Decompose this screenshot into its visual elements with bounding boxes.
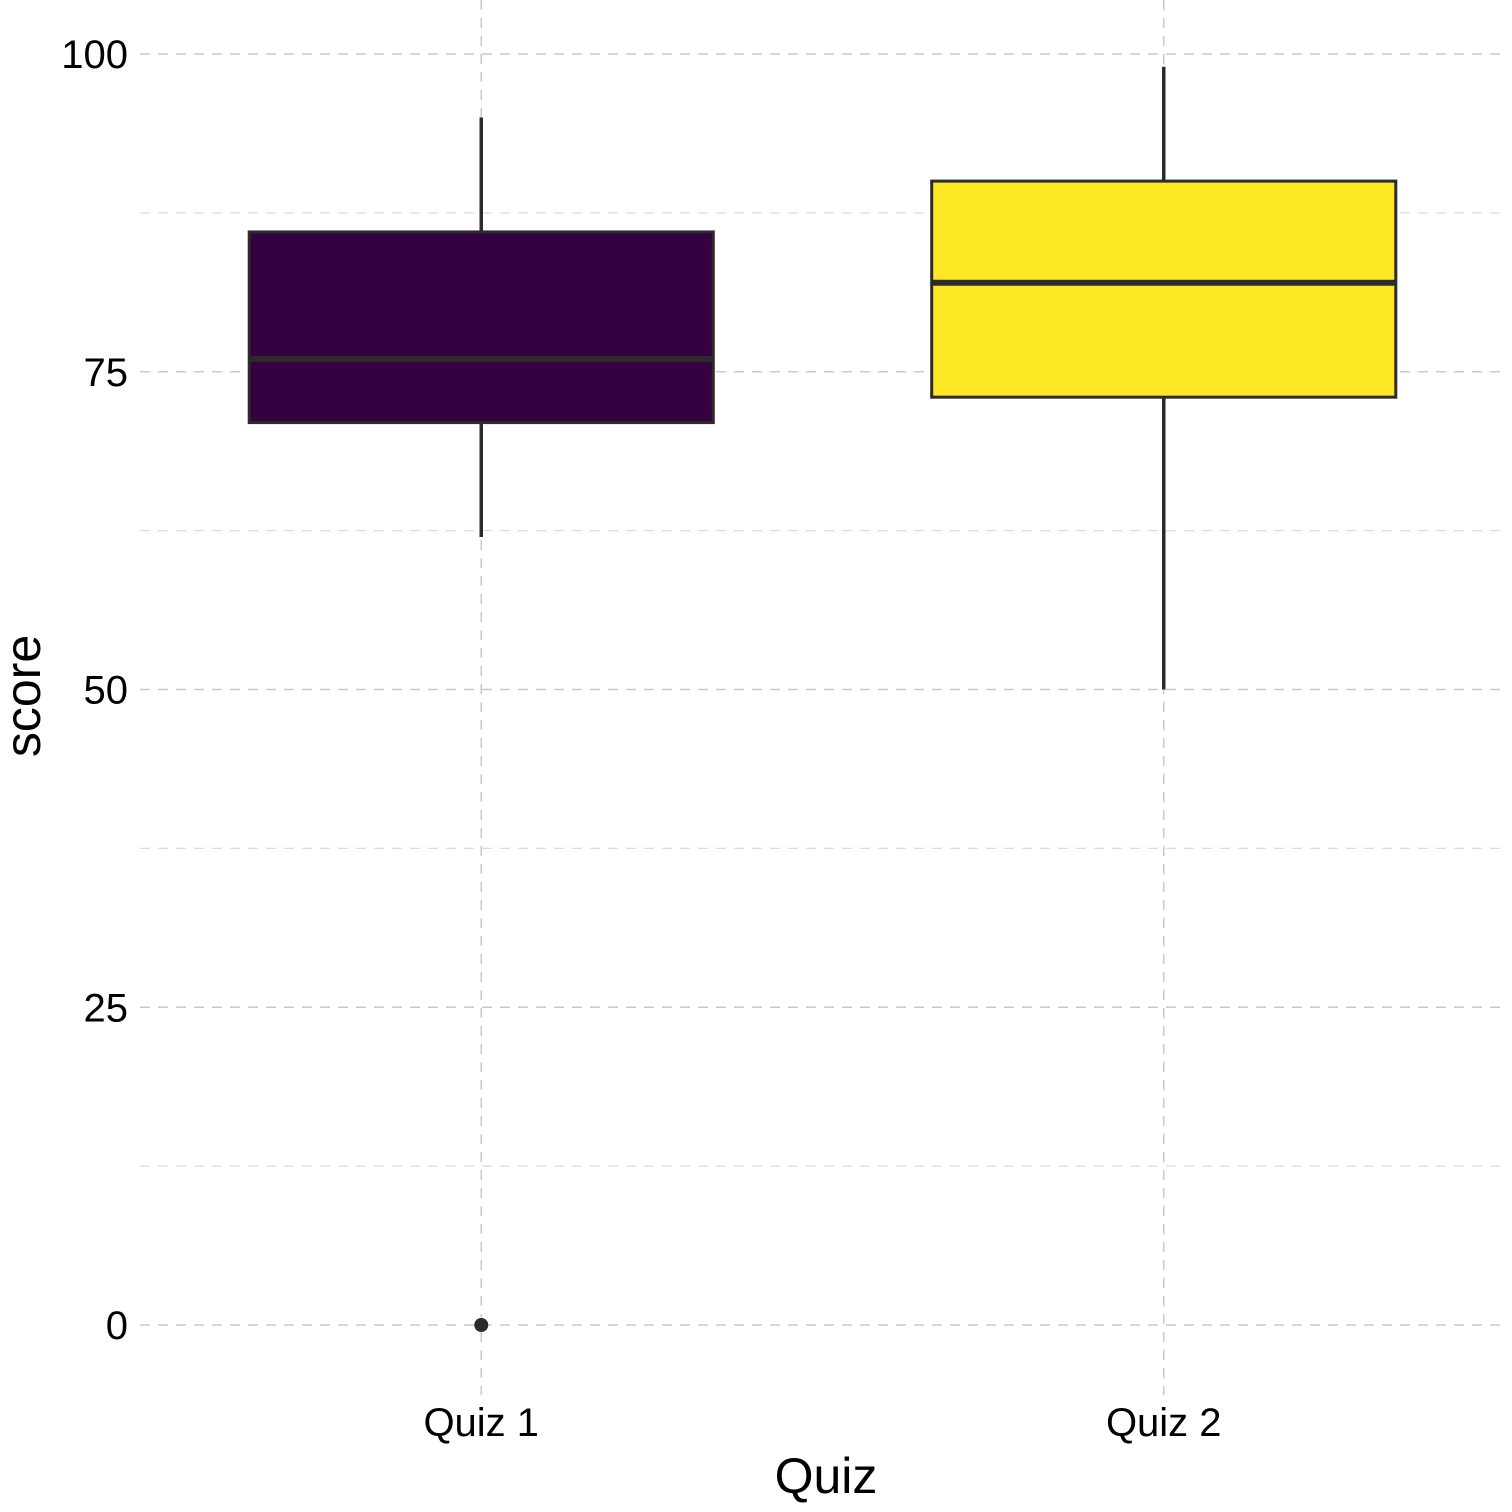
y-tick-label: 75 bbox=[84, 351, 129, 395]
y-tick-label: 0 bbox=[106, 1304, 128, 1348]
interquartile-box bbox=[930, 179, 1398, 399]
x-axis-tick-labels: Quiz 1 Quiz 2 bbox=[423, 1401, 1221, 1445]
box-1 bbox=[247, 117, 715, 1332]
x-axis-title: Quiz bbox=[775, 1448, 878, 1504]
interquartile-box bbox=[247, 230, 715, 425]
box-series bbox=[247, 66, 1398, 1332]
y-tick-label: 100 bbox=[61, 33, 128, 77]
y-tick-label: 50 bbox=[84, 669, 129, 713]
x-tick-label: Quiz 2 bbox=[1106, 1401, 1222, 1445]
box-2 bbox=[930, 66, 1398, 690]
y-axis-title: score bbox=[0, 635, 51, 757]
x-tick-label: Quiz 1 bbox=[423, 1401, 539, 1445]
outlier-point bbox=[474, 1318, 489, 1332]
y-axis-tick-labels: 0 25 50 75 100 bbox=[61, 33, 128, 1348]
y-tick-label: 25 bbox=[84, 986, 129, 1030]
